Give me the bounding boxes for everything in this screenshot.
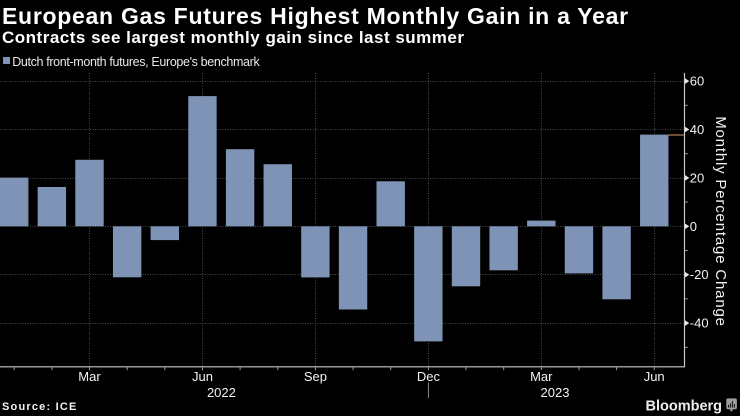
svg-text:Jun: Jun bbox=[192, 369, 213, 384]
svg-text:40: 40 bbox=[690, 122, 704, 137]
svg-text:-40: -40 bbox=[690, 316, 709, 331]
svg-text:Monthly Percentage Change: Monthly Percentage Change bbox=[712, 116, 729, 327]
svg-text:Bloomberg: Bloomberg bbox=[646, 398, 723, 414]
svg-text:Jun: Jun bbox=[644, 369, 665, 384]
svg-text:2023: 2023 bbox=[541, 385, 570, 400]
svg-text:Sep: Sep bbox=[304, 369, 327, 384]
svg-text:Mar: Mar bbox=[530, 369, 553, 384]
svg-text:20: 20 bbox=[690, 170, 704, 185]
svg-text:60: 60 bbox=[690, 74, 704, 89]
svg-text:Mar: Mar bbox=[78, 369, 101, 384]
svg-text:Dec: Dec bbox=[417, 369, 441, 384]
svg-text:2022: 2022 bbox=[207, 385, 236, 400]
svg-text:0: 0 bbox=[690, 219, 697, 234]
svg-text:-20: -20 bbox=[690, 267, 709, 282]
